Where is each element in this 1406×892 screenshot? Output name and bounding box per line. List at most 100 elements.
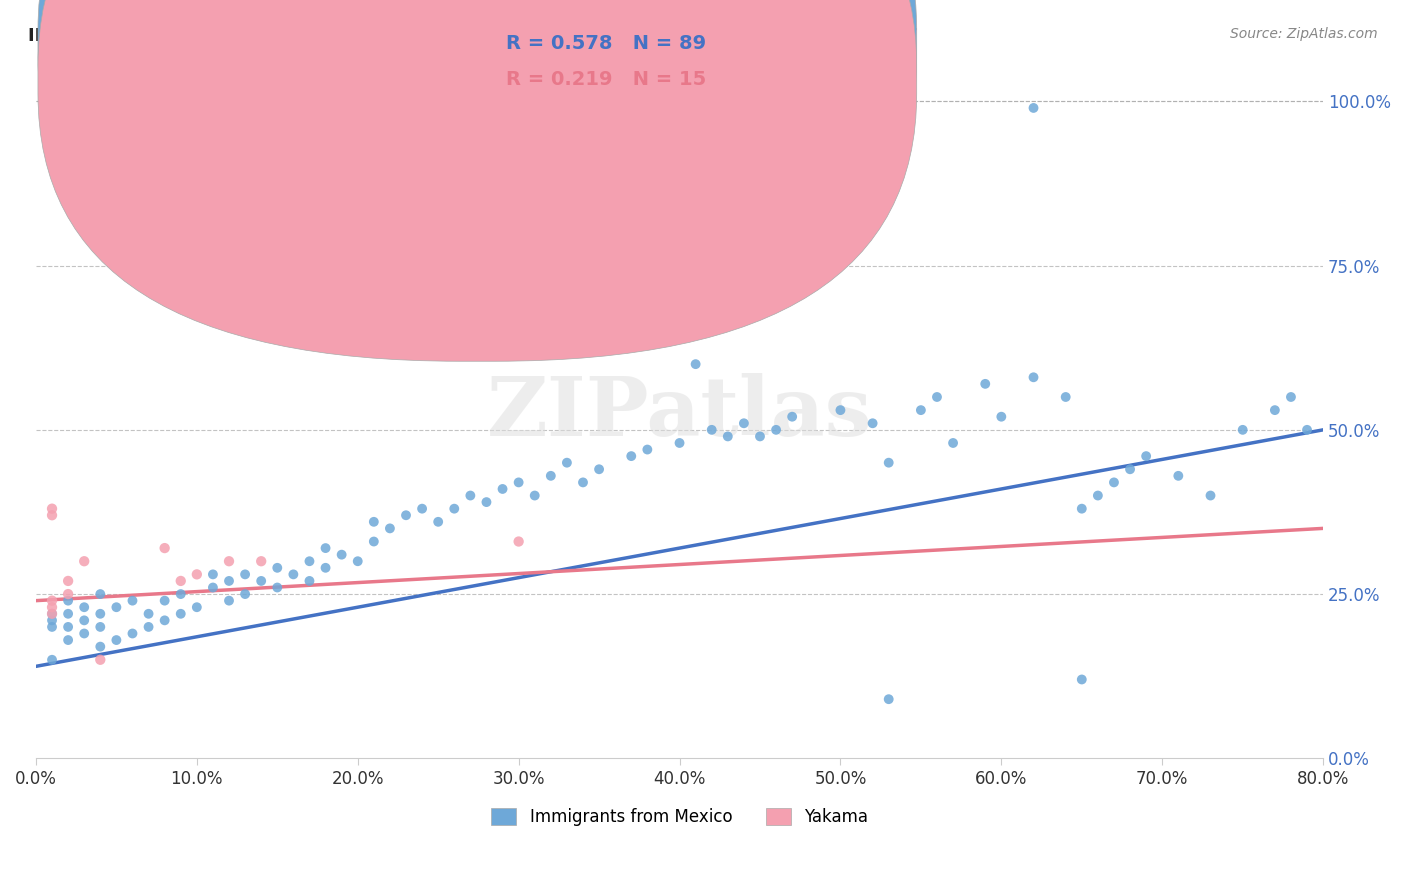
Point: [73, 626, 96, 640]
Point: [121, 626, 143, 640]
Point: [73, 613, 96, 627]
Point: [73, 600, 96, 615]
Point: [56, 620, 79, 634]
Point: [170, 574, 193, 588]
Point: [555, 456, 578, 470]
Point: [89, 653, 111, 667]
Point: [1232, 423, 1254, 437]
Point: [201, 581, 224, 595]
Point: [138, 620, 160, 634]
Point: [925, 390, 948, 404]
Point: [41, 613, 63, 627]
Point: [105, 600, 128, 615]
Point: [283, 567, 305, 582]
Point: [1199, 489, 1222, 503]
Point: [395, 508, 418, 523]
Point: [56, 593, 79, 607]
Point: [186, 567, 208, 582]
Point: [41, 607, 63, 621]
Point: [1119, 462, 1142, 476]
Point: [1070, 501, 1092, 516]
Point: [910, 403, 932, 417]
Point: [363, 534, 385, 549]
Point: [41, 508, 63, 523]
Point: [41, 653, 63, 667]
Point: [620, 449, 643, 463]
Point: [121, 593, 143, 607]
Point: [363, 515, 385, 529]
Point: [186, 600, 208, 615]
Point: [153, 613, 176, 627]
Point: [201, 567, 224, 582]
Text: R = 0.219   N = 15: R = 0.219 N = 15: [506, 70, 706, 89]
Point: [475, 495, 498, 509]
Point: [491, 482, 513, 496]
Text: Source: ZipAtlas.com: Source: ZipAtlas.com: [1230, 27, 1378, 41]
Point: [233, 567, 256, 582]
Point: [1279, 390, 1302, 404]
Point: [170, 607, 193, 621]
Point: [41, 607, 63, 621]
Point: [218, 554, 240, 568]
Point: [41, 593, 63, 607]
Point: [170, 587, 193, 601]
Point: [89, 587, 111, 601]
Point: [89, 607, 111, 621]
Point: [717, 429, 740, 443]
Point: [1167, 468, 1189, 483]
Point: [1022, 370, 1045, 384]
Point: [508, 534, 530, 549]
Point: [315, 541, 337, 555]
Point: [877, 692, 900, 706]
Point: [250, 554, 273, 568]
Point: [588, 462, 610, 476]
Point: [1296, 423, 1319, 437]
Point: [974, 376, 997, 391]
Point: [73, 554, 96, 568]
Text: R = 0.578   N = 89: R = 0.578 N = 89: [506, 34, 706, 54]
Point: [378, 521, 401, 535]
Point: [266, 581, 288, 595]
Point: [153, 593, 176, 607]
Point: [89, 640, 111, 654]
Point: [138, 607, 160, 621]
Point: [266, 561, 288, 575]
Point: [41, 620, 63, 634]
Point: [41, 600, 63, 615]
Point: [1087, 489, 1109, 503]
Point: [105, 633, 128, 648]
Text: ZIPatlas: ZIPatlas: [486, 374, 872, 453]
Point: [685, 357, 707, 371]
Point: [700, 423, 723, 437]
Point: [1135, 449, 1157, 463]
Point: [636, 442, 658, 457]
Point: [572, 475, 595, 490]
Point: [218, 574, 240, 588]
Point: [427, 515, 450, 529]
Point: [749, 429, 772, 443]
Point: [460, 489, 482, 503]
Point: [765, 423, 787, 437]
Point: [830, 403, 852, 417]
Point: [330, 548, 353, 562]
Point: [733, 417, 755, 431]
Point: [1264, 403, 1286, 417]
Point: [942, 436, 965, 450]
Point: [523, 489, 546, 503]
Point: [250, 574, 273, 588]
Point: [56, 574, 79, 588]
Point: [315, 561, 337, 575]
Point: [877, 456, 900, 470]
Point: [1070, 673, 1092, 687]
Point: [1054, 390, 1077, 404]
Point: [990, 409, 1012, 424]
Point: [443, 501, 465, 516]
Point: [780, 409, 803, 424]
Point: [1102, 475, 1125, 490]
Point: [668, 436, 690, 450]
Point: [233, 587, 256, 601]
Point: [346, 554, 368, 568]
Point: [298, 554, 321, 568]
Point: [411, 501, 433, 516]
Point: [1022, 101, 1045, 115]
